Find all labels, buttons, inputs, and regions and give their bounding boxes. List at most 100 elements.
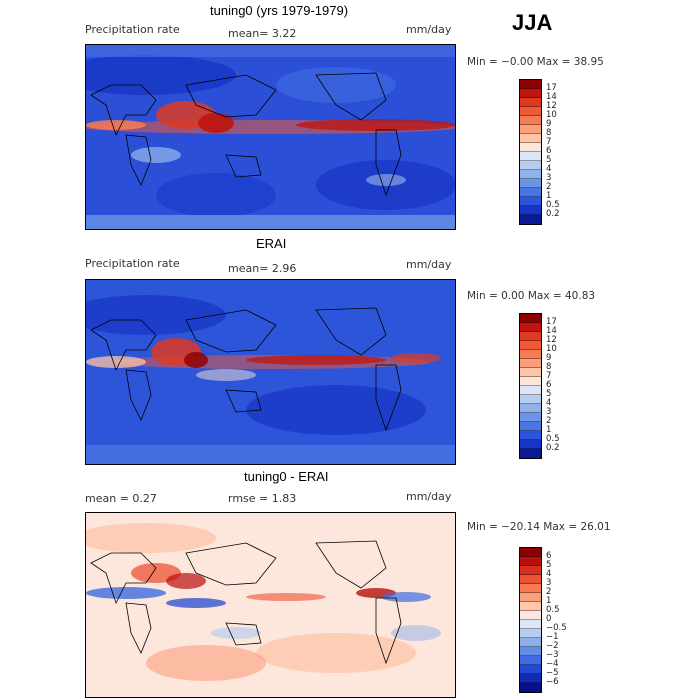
colorbar-swatch: [520, 449, 541, 458]
colorbar-swatch: [520, 440, 541, 449]
colorbar-swatch: [520, 647, 541, 656]
colorbar-tick-label: 2: [546, 587, 552, 597]
colorbar-tick-label: 3: [546, 578, 552, 588]
colorbar-swatch: [520, 431, 541, 440]
colorbar-tick-label: 1: [546, 425, 552, 435]
colorbar-swatch: [520, 332, 541, 341]
panel-1-units: mm/day: [406, 23, 452, 36]
colorbar-tick-label: 1: [546, 596, 552, 606]
colorbar-swatch: [520, 602, 541, 611]
colorbar-swatch: [520, 566, 541, 575]
colorbar-tick-label: −2: [546, 641, 559, 651]
colorbar-swatch: [520, 386, 541, 395]
colorbar-swatch: [520, 548, 541, 557]
colorbar-swatch: [520, 665, 541, 674]
colorbar-tick-label: 6: [546, 551, 552, 561]
panel-1-field-label: Precipitation rate: [85, 23, 180, 36]
colorbar-swatch: [520, 350, 541, 359]
colorbar-tick-label: −0.5: [546, 623, 567, 633]
colorbar-tick-label: −1: [546, 632, 559, 642]
colorbar-swatch: [520, 593, 541, 602]
colorbar-tick-label: 7: [546, 137, 552, 147]
colorbar-swatch: [520, 134, 541, 143]
colorbar-tick-label: 4: [546, 164, 552, 174]
colorbar-tick-label: −4: [546, 659, 559, 669]
colorbar-tick-label: 9: [546, 353, 552, 363]
panel-3-title: tuning0 - ERAI: [244, 469, 329, 484]
colorbar-tick-label: 5: [546, 155, 552, 165]
colorbar-tick-label: 3: [546, 407, 552, 417]
colorbar-swatch: [520, 395, 541, 404]
colorbar-tick-label: 8: [546, 362, 552, 372]
colorbar-swatch: [520, 143, 541, 152]
colorbar-swatch: [520, 620, 541, 629]
colorbar-tick-label: −3: [546, 650, 559, 660]
colorbar-tick-label: 12: [546, 335, 557, 345]
panel-2-units: mm/day: [406, 258, 452, 271]
panel-2-map: [85, 279, 456, 465]
colorbar-tick-label: −5: [546, 668, 559, 678]
colorbar-tick-label: 4: [546, 569, 552, 579]
panel-1-mean: mean= 3.22: [228, 27, 297, 40]
colorbar-swatch: [520, 125, 541, 134]
panel-3-units: mm/day: [406, 490, 452, 503]
colorbar-swatch: [520, 206, 541, 215]
colorbar-swatch: [520, 314, 541, 323]
colorbar-tick-label: 14: [546, 326, 557, 336]
panel-1-title: tuning0 (yrs 1979-1979): [210, 3, 349, 18]
panel-3-mean: mean = 0.27: [85, 492, 157, 505]
colorbar-swatch: [520, 98, 541, 107]
colorbar-tick-label: 0.2: [546, 209, 560, 219]
colorbar-swatch: [520, 89, 541, 98]
colorbar-swatch: [520, 368, 541, 377]
panel-1-colorbar-ticks: 17 14 12 10 9 8 7 6 5 4 3 2 1 0.5 0.2: [546, 84, 560, 219]
panel-1-map-graphic: [86, 45, 455, 229]
colorbar-swatch: [520, 341, 541, 350]
colorbar-swatch: [520, 557, 541, 566]
panel-3-colorbar-ticks: 6 5 4 3 2 1 0.5 0 −0.5 −1 −2 −3 −4 −5 −6: [546, 552, 567, 687]
colorbar-swatch: [520, 674, 541, 683]
colorbar-swatch: [520, 323, 541, 332]
panel-2-field-label: Precipitation rate: [85, 257, 180, 270]
colorbar-tick-label: 9: [546, 119, 552, 129]
colorbar-swatch: [520, 404, 541, 413]
colorbar-tick-label: 5: [546, 389, 552, 399]
colorbar-swatch: [520, 656, 541, 665]
colorbar-tick-label: 0.2: [546, 443, 560, 453]
colorbar-swatch: [520, 80, 541, 89]
colorbar-tick-label: 4: [546, 398, 552, 408]
colorbar-tick-label: 3: [546, 173, 552, 183]
panel-1-colorbar: [519, 79, 542, 225]
panel-2-mean: mean= 2.96: [228, 262, 297, 275]
colorbar-swatch: [520, 152, 541, 161]
panel-3-minmax: Min = −20.14 Max = 26.01: [467, 521, 611, 533]
colorbar-tick-label: 5: [546, 560, 552, 570]
panel-3-map: [85, 512, 456, 698]
colorbar-swatch: [520, 188, 541, 197]
panel-2-title: ERAI: [256, 236, 287, 251]
colorbar-swatch: [520, 359, 541, 368]
panel-2-colorbar: [519, 313, 542, 459]
colorbar-tick-label: −6: [546, 677, 559, 687]
colorbar-tick-label: 6: [546, 380, 552, 390]
panel-2-map-graphic: [86, 280, 455, 464]
panel-3-map-graphic: [86, 513, 455, 697]
panel-1-map: [85, 44, 456, 230]
panel-2-colorbar-ticks: 17 14 12 10 9 8 7 6 5 4 3 2 1 0.5 0.2: [546, 318, 560, 453]
colorbar-tick-label: 0: [546, 614, 552, 624]
colorbar-tick-label: 8: [546, 128, 552, 138]
colorbar-swatch: [520, 422, 541, 431]
colorbar-tick-label: 17: [546, 317, 557, 327]
colorbar-tick-label: 14: [546, 92, 557, 102]
colorbar-swatch: [520, 170, 541, 179]
colorbar-tick-label: 2: [546, 182, 552, 192]
colorbar-swatch: [520, 638, 541, 647]
panel-1-minmax: Min = −0.00 Max = 38.95: [467, 56, 604, 68]
colorbar-swatch: [520, 197, 541, 206]
colorbar-tick-label: 10: [546, 344, 557, 354]
colorbar-tick-label: 2: [546, 416, 552, 426]
panel-3-colorbar: [519, 547, 542, 693]
colorbar-tick-label: 17: [546, 83, 557, 93]
colorbar-tick-label: 12: [546, 101, 557, 111]
colorbar-swatch: [520, 683, 541, 692]
